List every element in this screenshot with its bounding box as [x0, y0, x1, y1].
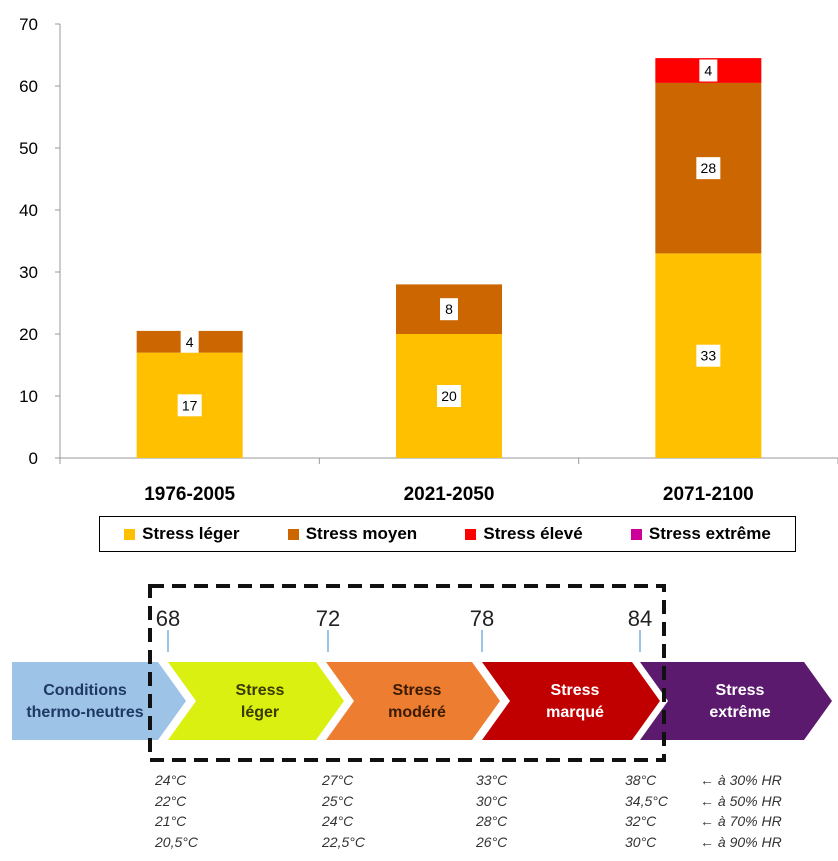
thi-threshold-label: 78 [470, 606, 494, 631]
data-label-box [177, 394, 202, 417]
y-tick-label: 70 [19, 15, 38, 34]
temperature-value: 22,5°C [322, 833, 365, 850]
temperature-column: 27°C 25°C 24°C 22,5°C [322, 770, 365, 852]
thi-threshold-label: 68 [156, 606, 180, 631]
legend-swatch [465, 528, 477, 540]
data-label-box [437, 385, 461, 407]
temperature-value: 38°C [625, 772, 657, 788]
y-tick-label: 0 [29, 449, 38, 468]
temperature-column: 33°C 30°C 28°C 26°C [476, 770, 507, 852]
legend-label: Stress extrême [648, 524, 771, 543]
y-tick-label: 20 [19, 325, 38, 344]
humidity-label: ← à 70% HR [700, 813, 782, 829]
x-category-label: 2071-2100 [663, 484, 754, 505]
data-label: 4 [704, 63, 712, 79]
temperature-value: 33°C [476, 772, 508, 788]
stage-label: thermo-neutres [26, 704, 143, 721]
stage-label: Stress [236, 682, 285, 699]
temperature-value: 34,5°C [625, 792, 668, 809]
y-tick-label: 40 [19, 201, 38, 220]
humidity-label: ← à 30% HR [700, 772, 782, 788]
stage-label: extrême [709, 704, 770, 721]
stage-label: Stress [716, 682, 765, 699]
legend-item: Stress élevé [465, 524, 583, 544]
humidity-label: ← à 50% HR [700, 792, 782, 809]
legend-label: Stress moyen [305, 524, 418, 543]
temperature-column: 24°C 22°C 21°C 20,5°C [155, 770, 198, 852]
data-label: 28 [701, 160, 717, 176]
data-label-box [696, 344, 721, 367]
temperature-value: 21°C [155, 813, 187, 829]
stacked-bar-chart: 0 10 20 30 40 50 60 70 17 4 1976-2005 20 8 2021-2050 3… [19, 15, 838, 505]
y-tick-label: 30 [19, 263, 38, 282]
stage-arrow [12, 662, 186, 740]
x-category-label: 1976-2005 [144, 484, 235, 505]
temperature-value: 20,5°C [155, 833, 198, 850]
data-label-box [696, 157, 721, 180]
data-label: 8 [445, 301, 453, 317]
temperature-value: 22°C [155, 792, 187, 809]
stage-arrow [482, 662, 660, 740]
stage-arrow [640, 662, 832, 740]
temperature-value: 30°C [476, 792, 508, 809]
data-label: 33 [701, 348, 717, 364]
temperature-value: 30°C [625, 833, 657, 850]
data-label-box [180, 330, 199, 353]
thi-threshold-label: 84 [628, 606, 652, 631]
legend-item: Stress extrême [630, 524, 771, 544]
stage-arrow [326, 662, 500, 740]
legend-swatch [124, 528, 136, 540]
temperature-value: 27°C [322, 772, 354, 788]
legend-label: Stress élevé [483, 524, 583, 543]
stage-label: modéré [388, 704, 446, 721]
data-label: 20 [441, 388, 457, 404]
y-tick-label: 60 [19, 77, 38, 96]
humidity-column: ← à 30% HR ← à 50% HR ← à 70% HR ← à 90% HR [700, 770, 782, 852]
thi-threshold-label: 72 [316, 606, 340, 631]
temperature-value: 24°C [155, 772, 187, 788]
stage-label: marqué [546, 704, 604, 721]
data-label-box [440, 298, 458, 321]
data-label: 17 [182, 397, 198, 413]
stage-label: léger [241, 704, 279, 721]
temperature-value: 28°C [476, 813, 508, 829]
stage-label: Stress [551, 682, 600, 699]
temperature-value: 32°C [625, 813, 657, 829]
data-label-box [699, 59, 718, 82]
temperature-value: 26°C [476, 833, 508, 850]
x-category-label: 2021-2050 [404, 484, 495, 505]
legend-swatch [287, 528, 299, 540]
stage-label: Conditions [43, 682, 127, 699]
legend-item: Stress moyen [287, 524, 418, 544]
temperature-column: 38°C 34,5°C 32°C 30°C [625, 770, 668, 852]
legend-swatch [630, 528, 642, 540]
legend-item: Stress léger [124, 524, 239, 544]
stage-arrow [168, 662, 344, 740]
y-tick-label: 50 [19, 139, 38, 158]
humidity-label: ← à 90% HR [700, 833, 782, 850]
stage-label: Stress [393, 682, 442, 699]
chart-legend: Stress léger Stress moyen Stress élevé Stre… [99, 516, 796, 552]
temperature-value: 24°C [322, 813, 354, 829]
data-label: 4 [186, 334, 194, 350]
legend-label: Stress léger [142, 524, 240, 543]
temperature-table: 24°C 22°C 21°C 20,5°C 27°C 25°C 24°C 22,5°C 33°C… [0, 770, 838, 861]
y-tick-label: 10 [19, 387, 38, 406]
thi-stress-scale: Stress extrême Stress marqué Stress modéré Str… [12, 584, 832, 762]
dashed-highlight-box [148, 584, 666, 762]
temperature-value: 25°C [322, 792, 354, 809]
